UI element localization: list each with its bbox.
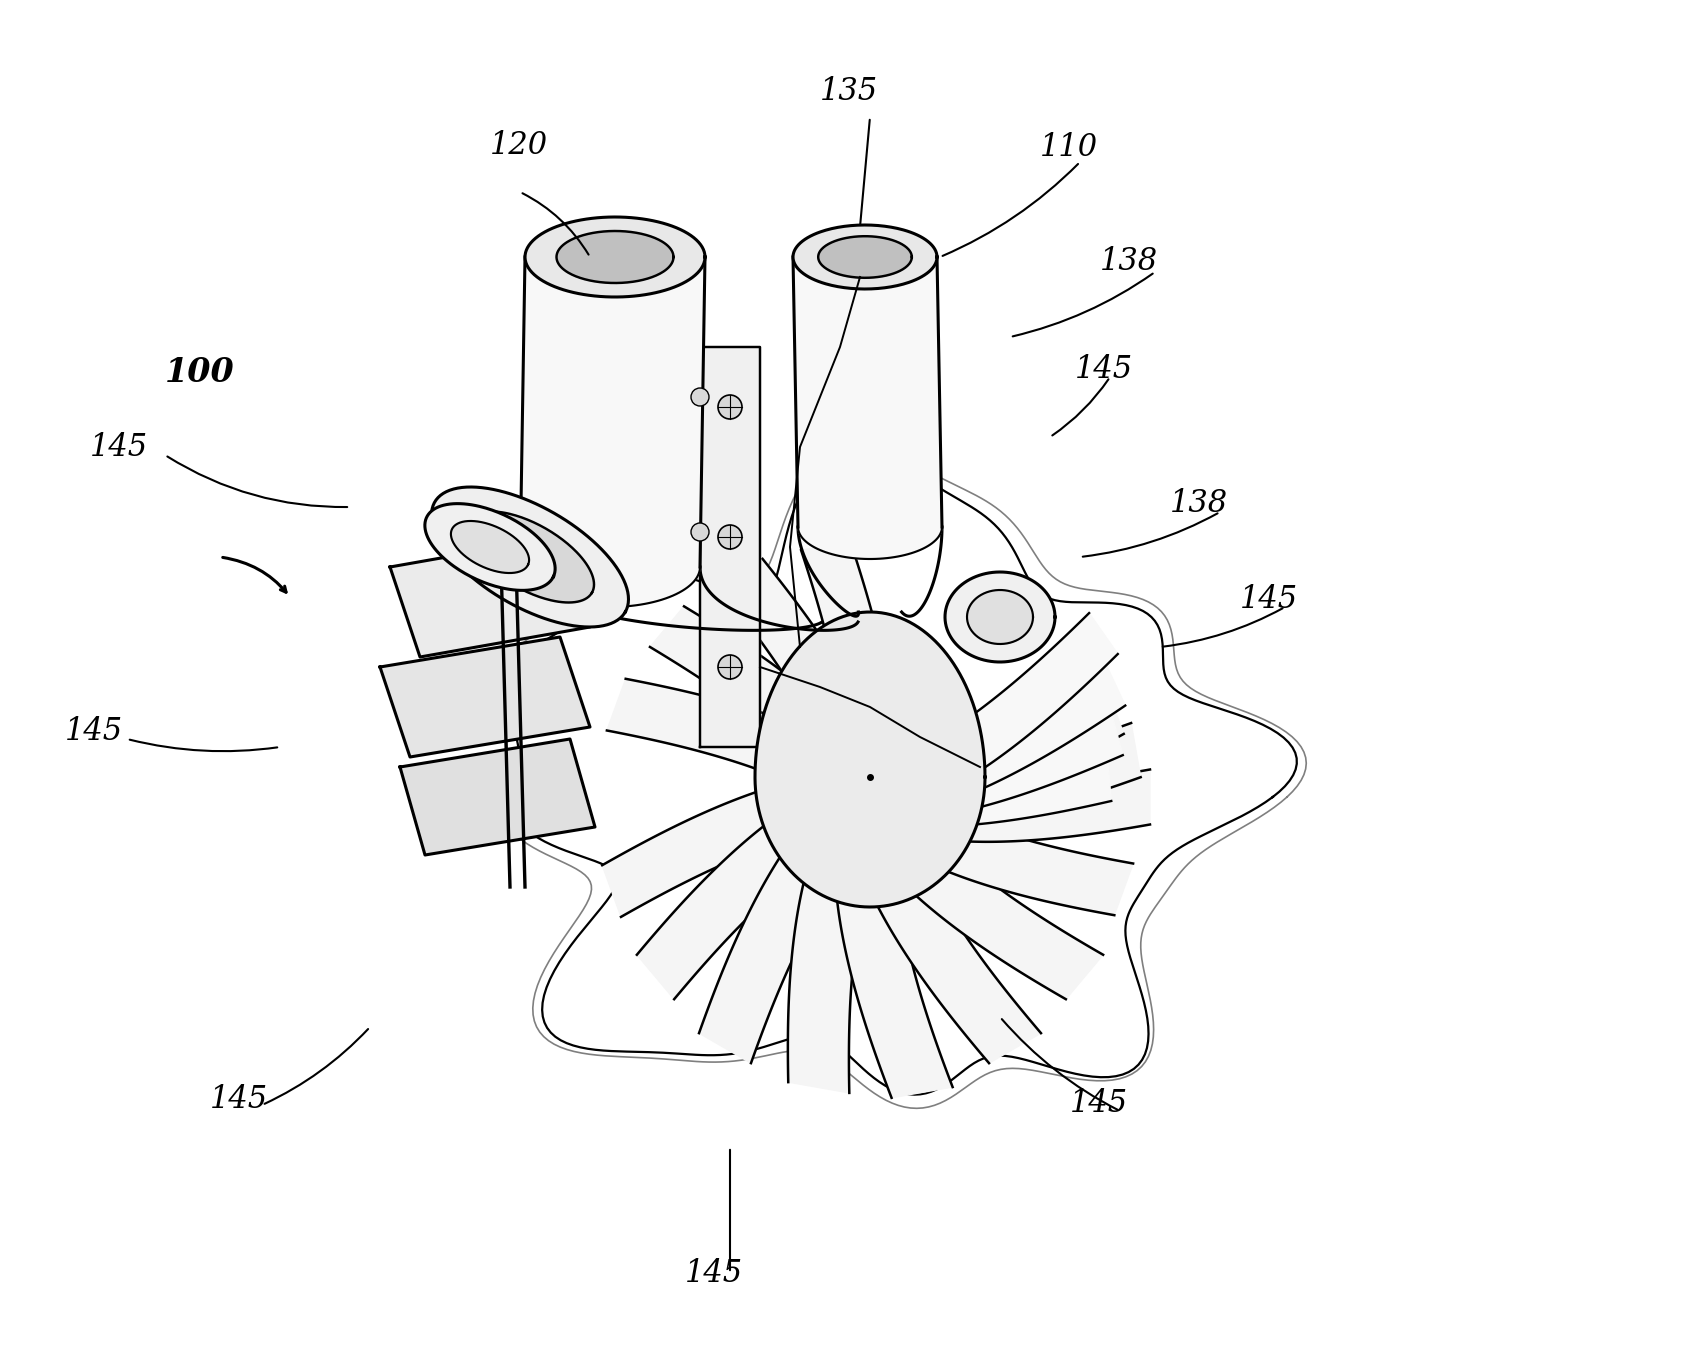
Polygon shape bbox=[700, 348, 761, 748]
Polygon shape bbox=[866, 723, 1141, 827]
Polygon shape bbox=[603, 772, 880, 917]
Text: 135: 135 bbox=[820, 77, 878, 108]
Text: 145: 145 bbox=[90, 431, 148, 462]
Polygon shape bbox=[650, 606, 886, 818]
Polygon shape bbox=[851, 775, 1104, 999]
Polygon shape bbox=[788, 792, 900, 1092]
Polygon shape bbox=[431, 488, 628, 626]
Polygon shape bbox=[793, 225, 937, 290]
Polygon shape bbox=[861, 772, 1133, 915]
Polygon shape bbox=[868, 752, 1110, 827]
Polygon shape bbox=[844, 783, 1041, 1063]
Polygon shape bbox=[946, 572, 1054, 661]
Circle shape bbox=[718, 395, 742, 419]
Polygon shape bbox=[793, 225, 942, 559]
Polygon shape bbox=[557, 230, 674, 283]
Circle shape bbox=[691, 388, 710, 405]
Polygon shape bbox=[869, 769, 1150, 842]
Polygon shape bbox=[859, 660, 1126, 820]
Text: 145: 145 bbox=[684, 1258, 744, 1289]
Polygon shape bbox=[966, 590, 1032, 644]
Polygon shape bbox=[801, 541, 897, 801]
Text: 110: 110 bbox=[1039, 132, 1099, 163]
Text: 145: 145 bbox=[211, 1083, 268, 1114]
Polygon shape bbox=[525, 217, 705, 296]
Polygon shape bbox=[700, 783, 897, 1063]
Polygon shape bbox=[861, 682, 1124, 823]
Text: 100: 100 bbox=[165, 356, 234, 388]
Polygon shape bbox=[465, 512, 594, 602]
Polygon shape bbox=[856, 613, 1117, 818]
Polygon shape bbox=[452, 521, 530, 572]
Polygon shape bbox=[380, 637, 589, 757]
Text: 145: 145 bbox=[1070, 1088, 1127, 1119]
Polygon shape bbox=[756, 612, 985, 907]
Polygon shape bbox=[606, 679, 880, 823]
Polygon shape bbox=[401, 740, 594, 855]
Text: 145: 145 bbox=[65, 717, 124, 748]
Circle shape bbox=[691, 523, 710, 541]
Text: 145: 145 bbox=[1075, 353, 1133, 384]
Circle shape bbox=[718, 525, 742, 550]
Polygon shape bbox=[718, 559, 893, 810]
Polygon shape bbox=[520, 217, 705, 607]
Polygon shape bbox=[834, 792, 953, 1098]
Polygon shape bbox=[424, 504, 555, 590]
Polygon shape bbox=[818, 236, 912, 277]
Text: 138: 138 bbox=[1100, 247, 1158, 277]
Text: 138: 138 bbox=[1170, 489, 1228, 520]
Polygon shape bbox=[864, 707, 1122, 822]
Circle shape bbox=[718, 655, 742, 679]
Text: 120: 120 bbox=[491, 129, 548, 160]
Polygon shape bbox=[391, 537, 589, 657]
Polygon shape bbox=[637, 775, 888, 999]
Text: 145: 145 bbox=[1240, 583, 1299, 614]
